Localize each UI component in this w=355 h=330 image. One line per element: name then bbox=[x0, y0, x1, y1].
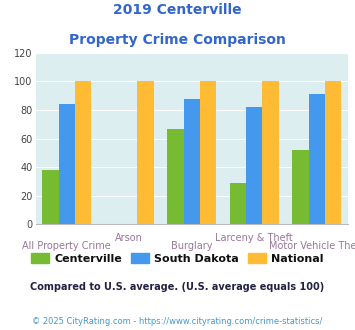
Bar bbox=[308, 94, 325, 224]
Bar bbox=[75, 82, 91, 224]
Text: All Property Crime: All Property Crime bbox=[22, 241, 111, 251]
Bar bbox=[230, 183, 246, 224]
Text: Motor Vehicle Theft: Motor Vehicle Theft bbox=[269, 241, 355, 251]
Bar bbox=[292, 150, 308, 224]
Text: © 2025 CityRating.com - https://www.cityrating.com/crime-statistics/: © 2025 CityRating.com - https://www.city… bbox=[32, 317, 323, 326]
Text: Burglary: Burglary bbox=[171, 241, 212, 251]
Bar bbox=[137, 82, 154, 224]
Bar bbox=[42, 170, 59, 224]
Text: Larceny & Theft: Larceny & Theft bbox=[215, 233, 293, 243]
Bar bbox=[167, 129, 184, 224]
Text: Arson: Arson bbox=[115, 233, 143, 243]
Bar bbox=[59, 104, 75, 224]
Bar bbox=[184, 99, 200, 224]
Bar bbox=[200, 82, 216, 224]
Bar bbox=[325, 82, 341, 224]
Text: Property Crime Comparison: Property Crime Comparison bbox=[69, 33, 286, 47]
Bar bbox=[246, 107, 262, 224]
Legend: Centerville, South Dakota, National: Centerville, South Dakota, National bbox=[27, 249, 328, 268]
Bar bbox=[262, 82, 279, 224]
Text: 2019 Centerville: 2019 Centerville bbox=[113, 3, 242, 17]
Text: Compared to U.S. average. (U.S. average equals 100): Compared to U.S. average. (U.S. average … bbox=[31, 282, 324, 292]
